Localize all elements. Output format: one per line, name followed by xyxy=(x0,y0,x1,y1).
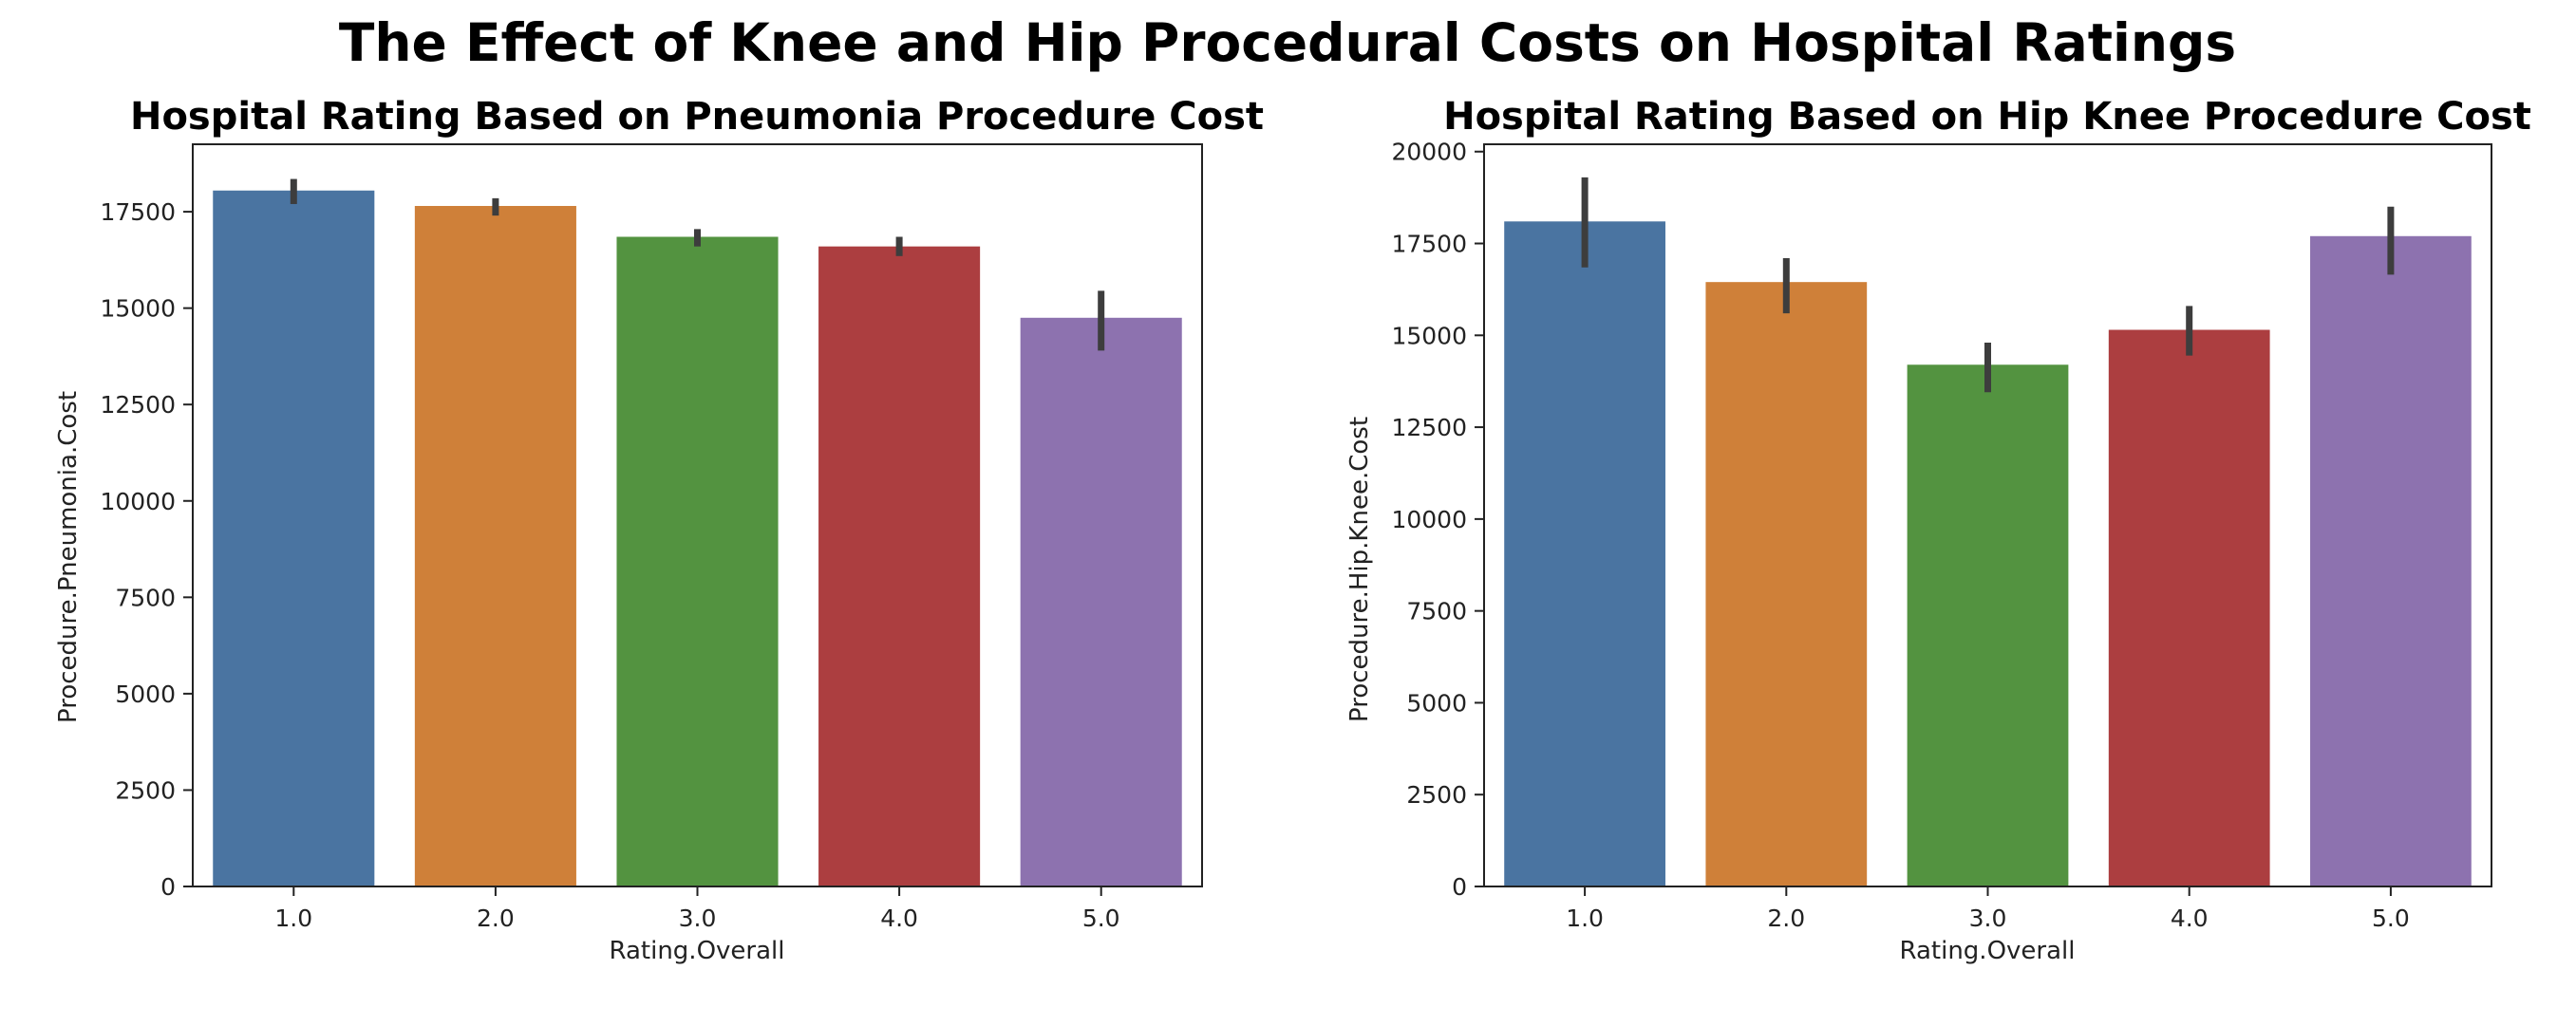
x-tick-label: 4.0 xyxy=(2171,905,2209,932)
y-tick-label: 5000 xyxy=(115,681,176,708)
y-tick-label: 0 xyxy=(160,873,176,901)
chart-hip-knee-cost: Hospital Rating Based on Hip Knee Proced… xyxy=(1345,95,2531,965)
x-tick-label: 1.0 xyxy=(274,905,312,932)
x-tick-label: 4.0 xyxy=(880,905,918,932)
bar-rating-2.0 xyxy=(1705,282,1868,886)
y-tick-label: 20000 xyxy=(1391,139,1467,166)
chart-title: Hospital Rating Based on Hip Knee Proced… xyxy=(1443,95,2531,139)
x-axis-label: Rating.Overall xyxy=(609,937,784,965)
x-tick-label: 1.0 xyxy=(1566,905,1604,932)
y-tick-label: 7500 xyxy=(1406,598,1467,625)
bar-rating-4.0 xyxy=(818,246,981,886)
y-tick-label: 12500 xyxy=(100,391,176,419)
y-tick-label: 0 xyxy=(1452,873,1467,901)
y-tick-label: 12500 xyxy=(1391,414,1467,441)
x-tick-label: 3.0 xyxy=(1969,905,2007,932)
bar-rating-1.0 xyxy=(213,190,375,886)
chart-title: Hospital Rating Based on Pneumonia Proce… xyxy=(130,95,1264,139)
chart-pneumonia-cost: Hospital Rating Based on Pneumonia Proce… xyxy=(54,95,1264,965)
y-tick-label: 15000 xyxy=(100,295,176,323)
bar-rating-3.0 xyxy=(1907,364,2069,886)
x-axis-label: Rating.Overall xyxy=(1899,937,2075,965)
y-tick-label: 5000 xyxy=(1406,689,1467,717)
y-tick-label: 10000 xyxy=(100,488,176,515)
y-tick-label: 15000 xyxy=(1391,322,1467,349)
y-tick-label: 2500 xyxy=(1406,781,1467,809)
bar-rating-5.0 xyxy=(1020,317,1182,887)
y-tick-label: 17500 xyxy=(100,198,176,226)
bar-rating-2.0 xyxy=(414,205,576,886)
y-axis-label: Procedure.Pneumonia.Cost xyxy=(54,391,83,723)
x-tick-label: 2.0 xyxy=(477,905,515,932)
y-tick-label: 2500 xyxy=(115,776,176,804)
x-tick-label: 5.0 xyxy=(2372,905,2410,932)
y-tick-label: 7500 xyxy=(115,584,176,611)
bar-rating-5.0 xyxy=(2310,235,2472,887)
figure-title: The Effect of Knee and Hip Procedural Co… xyxy=(339,12,2236,73)
x-tick-label: 3.0 xyxy=(679,905,717,932)
x-tick-label: 5.0 xyxy=(1082,905,1120,932)
x-tick-label: 2.0 xyxy=(1767,905,1805,932)
bar-rating-4.0 xyxy=(2108,329,2270,886)
bar-rating-3.0 xyxy=(616,236,779,887)
y-axis-label: Procedure.Hip.Knee.Cost xyxy=(1345,417,1374,722)
bar-rating-1.0 xyxy=(1504,221,1665,887)
y-tick-label: 17500 xyxy=(1391,231,1467,258)
y-tick-label: 10000 xyxy=(1391,506,1467,533)
